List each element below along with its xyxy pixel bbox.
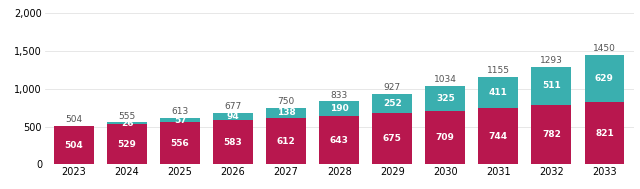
Bar bbox=[319, 101, 359, 116]
Text: 583: 583 bbox=[224, 138, 243, 147]
Text: 709: 709 bbox=[436, 133, 455, 142]
Text: 613: 613 bbox=[172, 107, 189, 116]
Text: 94: 94 bbox=[227, 112, 239, 121]
Text: 511: 511 bbox=[542, 81, 561, 91]
Bar bbox=[479, 77, 518, 108]
Text: 411: 411 bbox=[489, 88, 508, 97]
Bar bbox=[266, 108, 306, 118]
Bar bbox=[107, 124, 147, 164]
Bar bbox=[160, 122, 200, 164]
Bar bbox=[160, 118, 200, 122]
Bar bbox=[584, 55, 624, 102]
Text: 504: 504 bbox=[65, 141, 83, 150]
Text: 556: 556 bbox=[171, 139, 189, 148]
Text: 252: 252 bbox=[383, 99, 402, 108]
Text: 750: 750 bbox=[278, 97, 295, 106]
Bar bbox=[213, 113, 253, 120]
Text: 57: 57 bbox=[173, 116, 186, 125]
Bar bbox=[531, 105, 572, 164]
Text: 138: 138 bbox=[276, 108, 296, 117]
Text: 1450: 1450 bbox=[593, 44, 616, 53]
Text: 1155: 1155 bbox=[487, 66, 510, 75]
Bar bbox=[107, 122, 147, 124]
Bar bbox=[584, 102, 624, 164]
Text: 629: 629 bbox=[595, 74, 614, 83]
Text: 612: 612 bbox=[276, 137, 296, 146]
Text: 821: 821 bbox=[595, 129, 614, 138]
Text: 555: 555 bbox=[118, 112, 136, 121]
Text: 643: 643 bbox=[330, 136, 349, 145]
Text: 677: 677 bbox=[225, 102, 242, 111]
Text: 1293: 1293 bbox=[540, 56, 563, 65]
Bar bbox=[479, 108, 518, 164]
Text: 675: 675 bbox=[383, 134, 402, 143]
Bar bbox=[426, 86, 465, 111]
Text: 325: 325 bbox=[436, 94, 454, 103]
Bar bbox=[266, 118, 306, 164]
Text: 190: 190 bbox=[330, 104, 349, 113]
Bar bbox=[531, 67, 572, 105]
Bar bbox=[426, 111, 465, 164]
Bar bbox=[54, 126, 94, 164]
Bar bbox=[213, 120, 253, 164]
Text: 529: 529 bbox=[118, 140, 136, 149]
Text: 927: 927 bbox=[384, 84, 401, 92]
Text: 1034: 1034 bbox=[434, 75, 457, 84]
Bar bbox=[372, 94, 412, 113]
Text: 782: 782 bbox=[542, 130, 561, 139]
Text: 504: 504 bbox=[65, 115, 83, 124]
Text: 833: 833 bbox=[331, 91, 348, 100]
Bar bbox=[319, 116, 359, 164]
Text: 26: 26 bbox=[121, 119, 133, 128]
Bar bbox=[372, 113, 412, 164]
Text: 744: 744 bbox=[489, 132, 508, 141]
